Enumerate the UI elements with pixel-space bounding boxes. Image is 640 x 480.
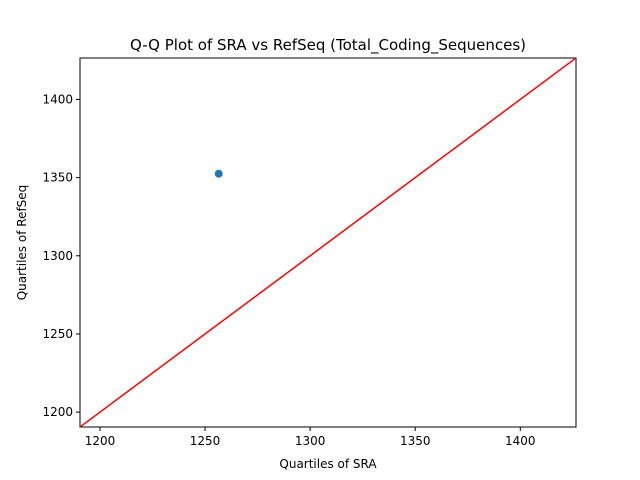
y-axis-label: Quartiles of RefSeq	[15, 185, 29, 301]
x-tick-label: 1400	[505, 434, 536, 448]
x-axis-label: Quartiles of SRA	[279, 457, 377, 471]
y-axis-ticks: 1200 1250 1300 1350 1400	[42, 92, 80, 419]
reference-line	[80, 58, 576, 427]
y-tick-label: 1250	[42, 327, 73, 341]
y-tick-label: 1350	[42, 171, 73, 185]
x-tick-label: 1350	[400, 434, 431, 448]
x-tick-label: 1300	[295, 434, 326, 448]
x-tick-label: 1200	[85, 434, 116, 448]
x-axis-ticks: 1200 1250 1300 1350 1400	[85, 427, 536, 448]
data-point-0	[214, 169, 223, 178]
plot-area: 1200 1250 1300 1350 1400 1200 1250 1300 1350 140…	[42, 57, 577, 448]
x-tick-label: 1250	[190, 434, 221, 448]
y-tick-label: 1200	[42, 405, 73, 419]
y-tick-label: 1300	[42, 249, 73, 263]
y-tick-label: 1400	[42, 92, 73, 106]
chart-title: Q-Q Plot of SRA vs RefSeq (Total_Coding_…	[130, 36, 526, 55]
